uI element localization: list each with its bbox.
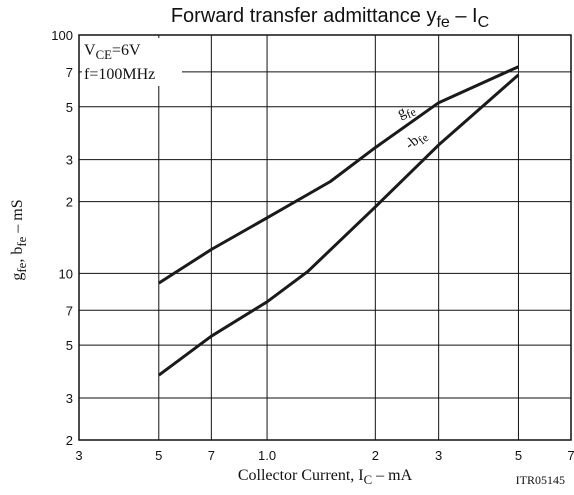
x-tick-label: 5 — [155, 448, 162, 463]
y-tick-label: 5 — [66, 338, 73, 353]
figure-code: ITR05145 — [516, 473, 565, 487]
y-axis-label: gfe, bfe – mS — [9, 199, 29, 280]
chart-title: Forward transfer admittance yfe – IC — [171, 5, 489, 31]
x-tick-label: 2 — [372, 448, 379, 463]
y-tick-label: 3 — [66, 391, 73, 406]
x-tick-label: 3 — [75, 448, 82, 463]
x-tick-label: 3 — [435, 448, 442, 463]
y-tick-label: 2 — [66, 195, 73, 210]
x-tick-label: 1.0 — [258, 448, 276, 463]
x-axis-label: Collector Current, IC – mA — [238, 467, 413, 487]
y-tick-label: 7 — [66, 303, 73, 318]
x-tick-label: 7 — [567, 448, 574, 463]
y-tick-label: 10 — [59, 266, 73, 281]
annotation: VCE=6V — [84, 42, 141, 62]
y-tick-label: 3 — [66, 153, 73, 168]
data-line — [157, 65, 520, 285]
annotation: f=100MHz — [84, 66, 155, 83]
plot-frame — [78, 34, 572, 441]
data-line — [157, 73, 520, 377]
y-tick-label: 5 — [66, 100, 73, 115]
x-tick-label: 7 — [208, 448, 215, 463]
x-tick-label: 5 — [515, 448, 522, 463]
y-tick-label: 7 — [66, 65, 73, 80]
y-tick-label: 100 — [51, 28, 73, 43]
annotation-box — [82, 38, 182, 86]
y-tick-label: 2 — [66, 433, 73, 448]
